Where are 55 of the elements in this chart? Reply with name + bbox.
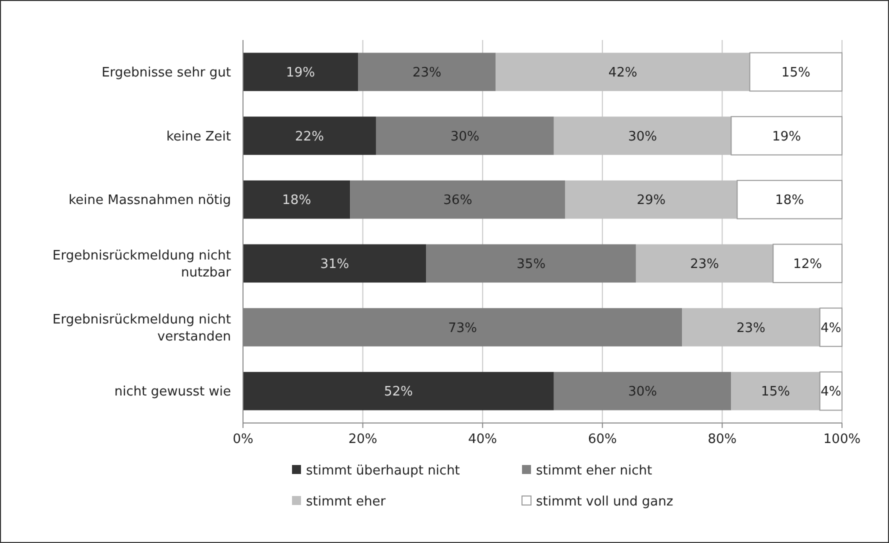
data-label: 52% — [384, 384, 413, 400]
bar — [749, 52, 842, 92]
x-tick-label: 100% — [823, 432, 861, 447]
legend-label: stimmt überhaupt nicht — [306, 464, 460, 479]
data-label: 15% — [781, 65, 810, 80]
legend-label: stimmt eher — [306, 494, 386, 510]
data-label: 12% — [793, 256, 822, 272]
bar — [243, 244, 426, 283]
data-label: 36% — [443, 193, 472, 208]
data-label: 42% — [608, 65, 638, 80]
y-tick-label: keine Massnahmen nötig — [68, 193, 231, 208]
data-label: 73% — [448, 320, 477, 336]
data-label: 19% — [772, 129, 802, 144]
data-label: 35% — [516, 256, 546, 272]
data-label: 18% — [775, 193, 804, 208]
bar — [554, 372, 732, 410]
bar — [772, 244, 842, 284]
x-tick-label: 0% — [232, 432, 254, 447]
data-label: 15% — [761, 384, 790, 400]
data-label: 19% — [286, 65, 315, 80]
bar — [819, 308, 842, 347]
bar — [426, 244, 636, 283]
bar — [243, 52, 358, 92]
legend-label: stimmt eher nicht — [536, 464, 652, 479]
x-tick-label: 60% — [588, 432, 617, 447]
data-label: 30% — [628, 129, 657, 144]
data-label: 29% — [636, 193, 666, 208]
x-tick-label: 40% — [468, 432, 498, 447]
y-tick-label: Ergebnisse sehr gut — [102, 65, 231, 80]
bar — [350, 180, 566, 219]
data-label: 4% — [820, 320, 842, 336]
data-label: 18% — [282, 193, 312, 208]
data-label: 23% — [690, 256, 719, 272]
data-label: 30% — [450, 129, 480, 144]
bar — [243, 372, 554, 410]
legend-label: stimmt voll und ganz — [536, 494, 674, 510]
data-label: 22% — [295, 129, 324, 144]
bar — [376, 116, 554, 155]
bar — [730, 116, 842, 156]
data-label: 23% — [736, 320, 766, 336]
y-tick-label: nicht gewusst wie — [114, 384, 231, 400]
bar — [731, 372, 820, 410]
bar — [243, 116, 376, 155]
data-label: 30% — [628, 384, 657, 400]
y-tick-label: Ergebnisrückmeldung nicht verstanden — [52, 312, 231, 344]
bar — [243, 180, 350, 219]
data-label: 31% — [320, 256, 350, 272]
bar — [736, 180, 842, 220]
bar — [358, 52, 496, 92]
data-label: 23% — [412, 65, 442, 80]
y-tick-label: Ergebnisrückmeldung nicht nutzbar — [52, 248, 232, 280]
x-tick-label: 80% — [708, 432, 737, 447]
y-tick-label: keine Zeit — [166, 129, 231, 144]
data-label: 4% — [820, 384, 842, 400]
x-tick-label: 20% — [348, 432, 378, 447]
